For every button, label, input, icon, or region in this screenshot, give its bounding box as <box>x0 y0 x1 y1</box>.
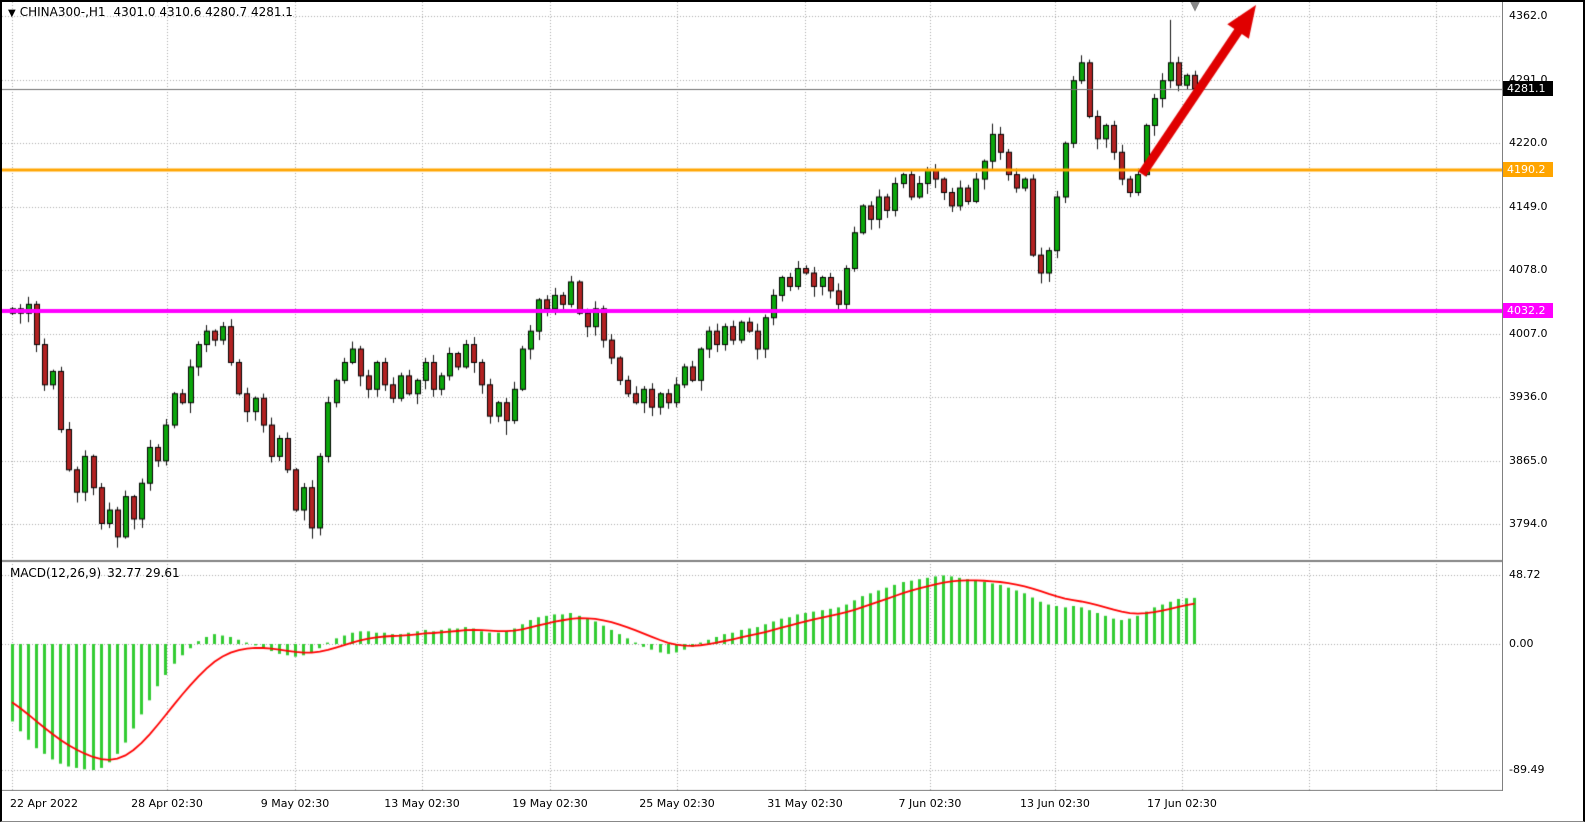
chart-title-symbol: CHINA300-,H1 <box>19 5 106 19</box>
time-axis-label: 9 May 02:30 <box>260 797 330 810</box>
chart-shift-marker-icon[interactable]: ▼ <box>1190 0 1200 14</box>
price-axis-label: 4362.0 <box>1509 9 1548 23</box>
price-axis-label: 3794.0 <box>1509 517 1548 531</box>
hline-price-badge: 4032.2 <box>1503 303 1553 319</box>
macd-axis-label: -89.49 <box>1509 763 1545 776</box>
time-axis-label: 7 Jun 02:30 <box>898 797 962 810</box>
price-axis-label: 4078.0 <box>1509 263 1548 277</box>
chart-title: ▼ CHINA300-,H1 4301.0 4310.6 4280.7 4281.1 <box>8 5 293 19</box>
price-axis-label: 4007.0 <box>1509 326 1548 340</box>
macd-values: 32.77 29.61 <box>107 566 180 580</box>
time-axis-label: 31 May 02:30 <box>767 797 843 810</box>
macd-axis-label: 48.72 <box>1509 568 1541 582</box>
price-axis-label: 4149.0 <box>1509 199 1548 213</box>
time-axis-label: 28 Apr 02:30 <box>131 797 203 810</box>
time-axis-label: 13 Jun 02:30 <box>1020 797 1090 810</box>
symbol-dropdown-icon[interactable]: ▼ <box>8 8 16 19</box>
macd-axis-label: 0.00 <box>1509 637 1534 650</box>
time-axis-label: 13 May 02:30 <box>384 797 460 810</box>
time-axis-label: 22 Apr 2022 <box>10 797 79 810</box>
chart-title-ohlc: 4301.0 4310.6 4280.7 4281.1 <box>113 5 293 19</box>
current-price-badge: 4281.1 <box>1503 80 1553 96</box>
macd-indicator-label: MACD(12,26,9) 32.77 29.61 <box>10 566 180 580</box>
hline-price-badge: 4190.2 <box>1503 161 1553 177</box>
time-axis[interactable]: 22 Apr 2022 28 Apr 02:30 9 May 02:30 13 May… <box>2 791 1583 821</box>
macd-name: MACD(12,26,9) <box>10 566 102 580</box>
price-axis[interactable]: 4362.0 4291.0 4220.0 4149.0 4078.0 4007.0 3936… <box>1502 2 1583 791</box>
time-axis-label: 19 May 02:30 <box>512 797 588 810</box>
price-axis-label: 3936.0 <box>1509 390 1548 404</box>
time-axis-label: 17 Jun 02:30 <box>1147 797 1217 810</box>
price-axis-label: 4220.0 <box>1509 136 1548 150</box>
price-axis-label: 3865.0 <box>1509 453 1548 467</box>
time-axis-label: 25 May 02:30 <box>639 797 715 810</box>
